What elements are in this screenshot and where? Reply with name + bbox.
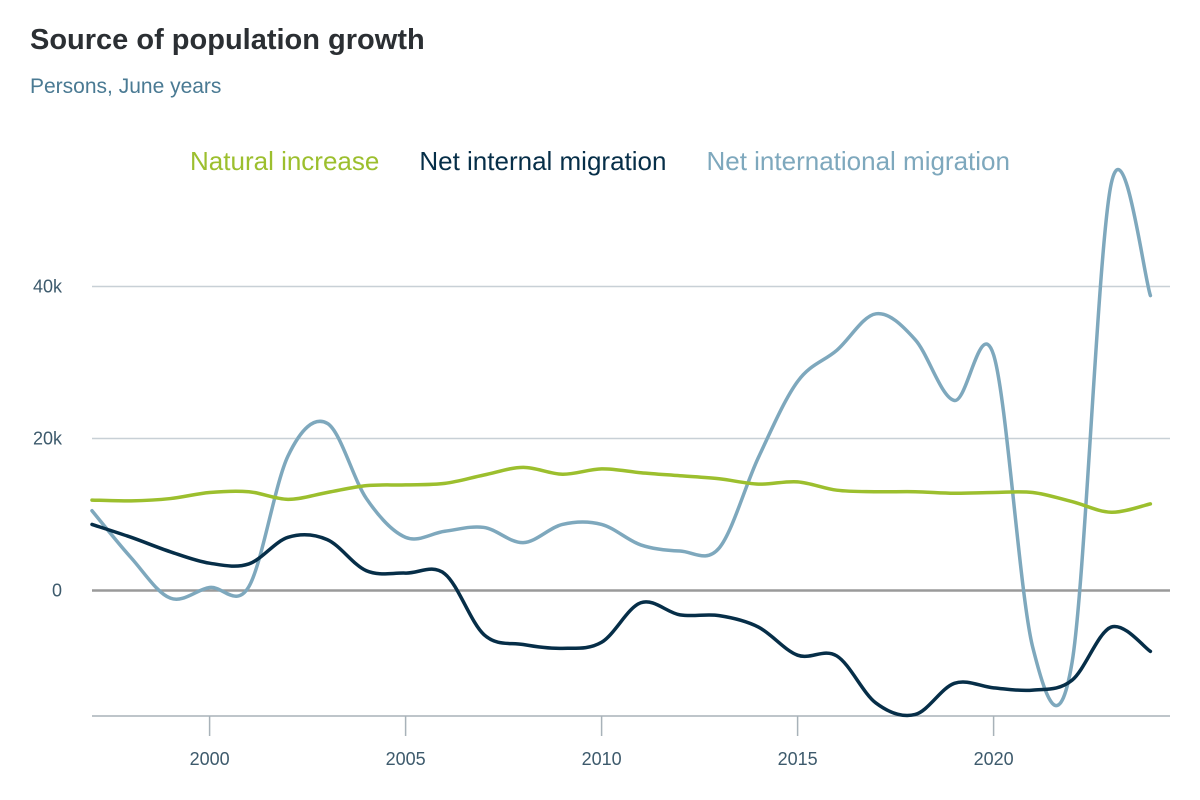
x-tick-label: 2005 [386,749,426,769]
legend-item-net-international-migration[interactable]: Net international migration [706,146,1010,176]
x-tick-label: 2010 [582,749,622,769]
y-tick-label: 0 [52,581,62,601]
chart-subtitle: Persons, June years [30,75,222,98]
series-line-net-international-migration [90,168,1153,708]
legend-item-natural-increase[interactable]: Natural increase [190,146,380,176]
legend-item-net-internal-migration[interactable]: Net internal migration [419,146,667,176]
series-line-natural-increase [90,465,1153,514]
series-line-net-internal-migration [90,522,1153,718]
x-tick-label: 2020 [974,749,1014,769]
x-tick-label: 2000 [190,749,230,769]
y-tick-label: 20k [33,428,63,448]
chart-legend: Natural increase Net internal migration … [0,146,1200,177]
chart-title: Source of population growth [30,24,425,56]
x-tick-label: 2015 [778,749,818,769]
y-tick-label: 40k [33,276,63,296]
